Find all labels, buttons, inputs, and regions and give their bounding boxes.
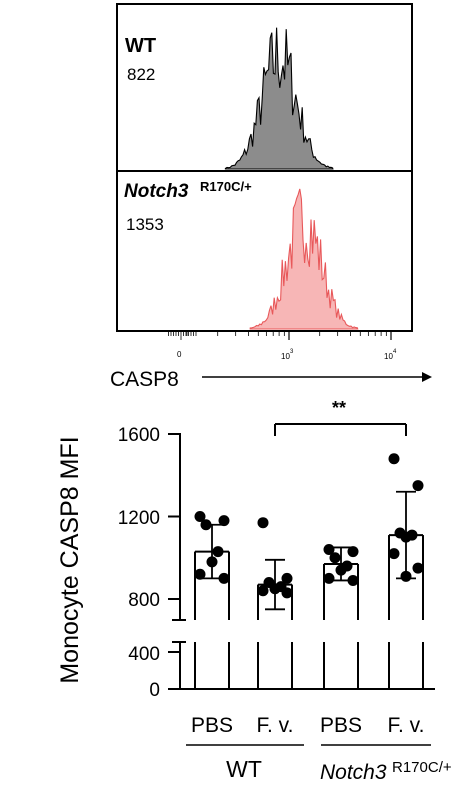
data-point [194, 568, 206, 580]
y-axis-label: Monocyte CASP8 MFI [56, 436, 84, 683]
group-label-wt: WT [226, 756, 262, 782]
data-point [329, 552, 341, 564]
histogram-wt-label: WT [125, 35, 156, 57]
data-point [206, 556, 218, 568]
x-category-label-4: F. v. [388, 714, 425, 737]
data-point [347, 546, 359, 558]
y-tick-label-400: 400 [128, 644, 160, 665]
y-tick-label-1200: 1200 [118, 508, 160, 529]
data-point [257, 585, 269, 597]
data-point [269, 583, 281, 595]
bar-group-2 [257, 517, 293, 689]
histogram-panel: WT 822 Notch3 R170C/+ 1353 10 3 10 4 0 C… [110, 3, 432, 391]
histogram-curve-2 [249, 188, 359, 330]
histogram-tick-exp-1000: 3 [290, 349, 294, 355]
data-point [347, 574, 359, 586]
data-point [388, 453, 400, 465]
group-label-notch3-sup: R170C/+ [392, 759, 452, 776]
bar-group-3 [323, 544, 359, 689]
histogram-curves [224, 27, 359, 330]
significance-bracket [274, 423, 407, 436]
data-point [218, 515, 230, 527]
data-point [194, 511, 206, 522]
data-point [257, 517, 269, 529]
histogram-notch3-mfi: 1353 [126, 215, 164, 234]
histogram-x-ticks [168, 332, 392, 340]
group-label-notch3: Notch3 [320, 761, 387, 784]
data-point [323, 572, 335, 584]
data-point [412, 562, 424, 574]
significance-label: ** [332, 398, 346, 418]
data-point [400, 570, 412, 582]
x-category-label-1: PBS [191, 714, 233, 737]
y-tick-label-0: 0 [149, 680, 160, 701]
data-point [323, 544, 335, 555]
data-point [281, 587, 293, 599]
histogram-x-axis-arrowhead [422, 372, 432, 382]
histogram-wt-mfi: 822 [127, 65, 155, 84]
histogram-notch3-frame [116, 170, 413, 332]
histogram-x-axis-label: CASP8 [110, 368, 179, 391]
bar-group-4 [388, 453, 424, 689]
histogram-tick-label-10000: 10 [384, 352, 393, 361]
histogram-notch3-label-sup: R170C/+ [200, 179, 252, 194]
x-category-label-3: PBS [320, 714, 362, 737]
data-point [412, 480, 424, 492]
y-tick-label-800: 800 [128, 590, 160, 611]
x-category-label-2: F. v. [257, 714, 294, 737]
data-point [200, 519, 212, 531]
bar-group-1 [194, 511, 230, 689]
data-point [400, 531, 412, 543]
histogram-notch3-label: Notch3 [124, 181, 189, 202]
data-point [335, 564, 347, 576]
y-tick-label-1600: 1600 [118, 425, 160, 446]
y-ticks [168, 433, 180, 690]
histogram-tick-label-0: 0 [177, 350, 182, 359]
bar-plot-panel: Monocyte CASP8 MFI 1600 1200 800 400 0 *… [56, 398, 452, 784]
histogram-curve-1 [224, 27, 334, 170]
histogram-tick-exp-10000: 4 [393, 349, 397, 355]
histogram-tick-label-1000: 10 [281, 352, 290, 361]
data-point [218, 572, 230, 584]
bars [194, 453, 424, 689]
data-point [281, 572, 293, 584]
data-point [388, 548, 400, 560]
data-point [212, 546, 224, 558]
